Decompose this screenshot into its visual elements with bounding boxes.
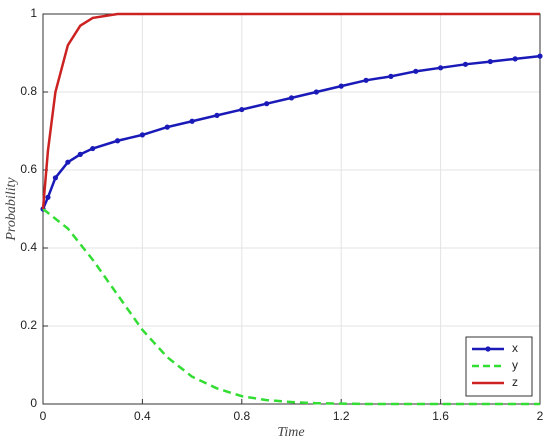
series-marker <box>189 118 195 124</box>
series-marker <box>264 101 270 107</box>
series-marker <box>438 65 444 71</box>
y-tick-label: 1 <box>30 6 37 20</box>
series-marker <box>288 95 295 101</box>
x-tick-label: 0.4 <box>134 409 151 423</box>
series-marker <box>114 138 121 144</box>
series-line <box>42 208 540 406</box>
series-marker <box>45 194 51 200</box>
series-marker <box>313 89 319 95</box>
series-marker <box>239 106 245 113</box>
legend-label: y <box>512 358 518 372</box>
y-tick-label: 0 <box>30 396 37 410</box>
series-marker <box>388 73 394 79</box>
series-line <box>41 54 541 210</box>
series-marker <box>214 112 220 118</box>
series-marker <box>363 77 369 83</box>
y-tick-label: 0.8 <box>20 84 37 98</box>
x-tick-label: 2 <box>537 409 544 423</box>
series-marker <box>65 159 71 165</box>
y-axis-title: Probability <box>4 177 19 242</box>
series-marker <box>338 83 344 89</box>
x-tick-label: 1.6 <box>432 409 449 423</box>
legend-label: z <box>512 375 518 389</box>
series-marker <box>52 175 59 181</box>
series-marker <box>90 145 96 152</box>
series-line <box>41 12 540 210</box>
y-tick-label: 0.2 <box>20 318 37 332</box>
legend-label: x <box>512 341 518 355</box>
series-marker <box>537 53 543 59</box>
series-marker <box>462 61 469 67</box>
plot-frame <box>42 13 541 405</box>
series-marker <box>77 151 83 157</box>
series-marker <box>487 58 493 65</box>
x-axis-title: Time <box>277 425 304 440</box>
y-tick-label: 0.4 <box>20 240 37 254</box>
series-marker <box>413 68 419 74</box>
x-tick-label: 0.8 <box>233 409 250 423</box>
series-marker <box>164 124 170 130</box>
x-tick-label: 1.2 <box>333 409 350 423</box>
x-tick-label: 0 <box>40 409 47 423</box>
series-marker <box>139 132 145 138</box>
series-marker <box>512 56 518 62</box>
y-tick-label: 0.6 <box>20 162 37 176</box>
legend-marker <box>485 346 491 352</box>
